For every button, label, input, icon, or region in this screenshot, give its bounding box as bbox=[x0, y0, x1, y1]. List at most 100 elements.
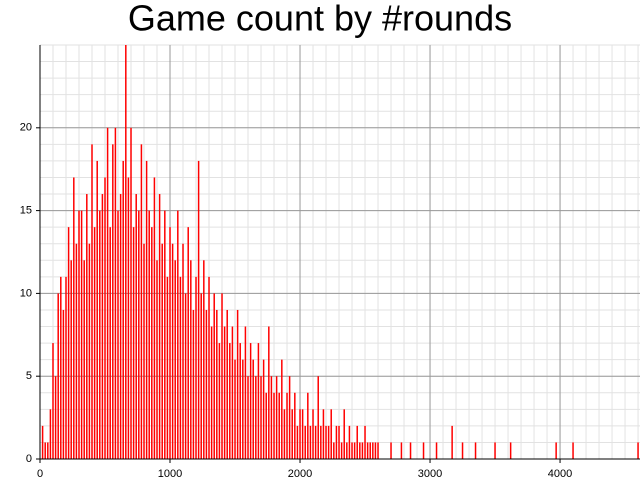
bar bbox=[231, 326, 234, 459]
bar bbox=[340, 442, 343, 459]
bar bbox=[304, 425, 306, 459]
bar bbox=[70, 260, 72, 459]
bar bbox=[255, 376, 257, 459]
bar bbox=[330, 409, 332, 459]
bar bbox=[369, 442, 371, 459]
bar bbox=[104, 177, 106, 460]
bar bbox=[205, 309, 208, 459]
chart-title: Game count by #rounds bbox=[128, 0, 512, 39]
bar bbox=[244, 326, 247, 459]
bar bbox=[461, 442, 464, 459]
bar bbox=[309, 425, 312, 459]
bar bbox=[296, 425, 299, 459]
bar bbox=[294, 392, 296, 459]
bar bbox=[83, 260, 85, 459]
bar bbox=[252, 359, 254, 459]
bar bbox=[509, 442, 512, 459]
bar bbox=[132, 227, 135, 459]
bar bbox=[364, 425, 366, 459]
bar bbox=[221, 293, 223, 459]
bar bbox=[278, 392, 280, 459]
bar bbox=[218, 343, 221, 459]
bar bbox=[356, 425, 358, 459]
bar bbox=[409, 442, 412, 459]
bar bbox=[106, 127, 109, 460]
bar bbox=[265, 392, 267, 459]
bar bbox=[372, 442, 374, 459]
bar bbox=[60, 276, 62, 459]
bar bbox=[312, 409, 314, 459]
bar bbox=[195, 276, 197, 459]
bar bbox=[96, 160, 98, 460]
bar bbox=[203, 260, 205, 459]
bar bbox=[327, 425, 330, 459]
bar bbox=[166, 276, 169, 459]
bar bbox=[286, 392, 288, 459]
bar bbox=[239, 343, 241, 459]
bar bbox=[44, 442, 46, 459]
bar bbox=[156, 260, 158, 459]
bar bbox=[226, 309, 228, 459]
bar bbox=[229, 343, 231, 459]
bar bbox=[359, 442, 361, 459]
bar bbox=[169, 227, 171, 459]
bar bbox=[49, 409, 52, 459]
bar bbox=[223, 326, 226, 459]
bar bbox=[122, 160, 124, 460]
bar bbox=[174, 260, 176, 459]
bar bbox=[260, 376, 262, 459]
bar bbox=[291, 409, 293, 459]
bar bbox=[99, 210, 101, 459]
bar bbox=[57, 293, 59, 459]
bar bbox=[164, 210, 166, 459]
bar bbox=[67, 227, 70, 459]
bar bbox=[422, 442, 425, 459]
bar bbox=[314, 425, 317, 459]
bar bbox=[275, 376, 278, 459]
y-tick-label: 20 bbox=[20, 122, 32, 134]
bar bbox=[91, 144, 93, 460]
x-tick-label: 0 bbox=[37, 468, 43, 480]
bar bbox=[346, 442, 348, 459]
bar bbox=[73, 177, 75, 460]
bar bbox=[47, 442, 49, 459]
bar bbox=[101, 194, 104, 460]
bar bbox=[333, 442, 335, 459]
bar bbox=[400, 442, 403, 459]
bar bbox=[281, 359, 283, 459]
bar bbox=[75, 243, 78, 459]
bar bbox=[268, 326, 270, 459]
bar bbox=[307, 392, 309, 459]
bar bbox=[210, 326, 213, 459]
bar bbox=[125, 45, 127, 459]
bar bbox=[320, 425, 322, 459]
bar bbox=[62, 309, 65, 459]
bar bbox=[135, 194, 137, 460]
y-tick-label: 0 bbox=[26, 453, 32, 465]
bar bbox=[151, 227, 153, 459]
bar bbox=[348, 425, 351, 459]
bar bbox=[112, 144, 114, 460]
bar bbox=[335, 425, 338, 459]
bar bbox=[88, 243, 91, 459]
bar bbox=[208, 276, 210, 459]
bar bbox=[317, 376, 319, 459]
bar bbox=[325, 425, 327, 459]
bar bbox=[451, 425, 453, 459]
bar bbox=[353, 442, 356, 459]
bar bbox=[93, 227, 96, 459]
bar bbox=[366, 442, 369, 459]
bar bbox=[270, 376, 273, 459]
bar bbox=[361, 442, 364, 459]
bar bbox=[78, 210, 80, 459]
bar bbox=[117, 210, 119, 459]
x-tick-label: 1000 bbox=[158, 468, 182, 480]
y-tick-label: 10 bbox=[20, 287, 32, 299]
bar bbox=[474, 442, 477, 459]
bar bbox=[41, 425, 44, 459]
bar bbox=[343, 409, 345, 459]
x-tick-label: 2000 bbox=[288, 468, 312, 480]
bar bbox=[351, 442, 353, 459]
bar bbox=[190, 260, 192, 459]
